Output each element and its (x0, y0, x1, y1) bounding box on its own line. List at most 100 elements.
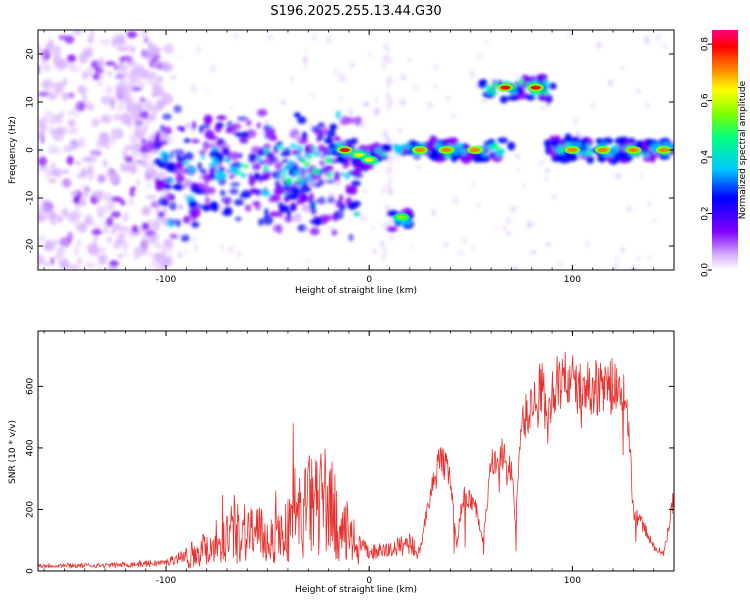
noise-blob (87, 102, 95, 111)
noise-blob (147, 251, 155, 258)
band-halo (499, 95, 508, 104)
noise-blob (114, 73, 123, 80)
noise-blob (148, 70, 157, 79)
signal-blob (161, 199, 169, 207)
band-halo (487, 138, 496, 146)
noise-blob (130, 46, 136, 53)
band-body (495, 151, 502, 158)
noise-blob (122, 164, 133, 171)
signal-blob (233, 199, 245, 206)
signal-core (223, 157, 231, 162)
signal-core (277, 173, 282, 178)
signal-core (211, 146, 218, 151)
band-halo (381, 143, 390, 149)
snr-ytick-label: 200 (26, 501, 36, 518)
signal-blob (256, 108, 268, 117)
signal-blob (346, 185, 357, 191)
noise-blob (161, 62, 174, 73)
signal-blob (185, 151, 194, 161)
noise-blob (80, 198, 87, 207)
noise-blob (63, 145, 75, 153)
snr-frame (37, 330, 675, 572)
signal-blob (228, 174, 234, 180)
noise-blob (476, 54, 483, 59)
signal-blob (251, 163, 261, 171)
signal-blob (317, 144, 327, 153)
noise-blob (111, 37, 117, 48)
signal-blob (248, 153, 257, 163)
signal-blob (222, 146, 229, 151)
noise-blob (228, 246, 234, 253)
signal-blob (167, 161, 176, 171)
colorbar-axes: 0.0 0.2 0.4 0.6 0.8 (701, 37, 712, 277)
band-body (459, 149, 468, 155)
signal-blob (237, 116, 248, 122)
band-halo (507, 94, 519, 101)
signal-blob (163, 184, 173, 190)
snr-axes: -100 0 100 0 200 400 600 (26, 331, 675, 586)
noise-streak (381, 185, 386, 194)
signal-blob (176, 126, 185, 131)
noise-blob (73, 245, 80, 256)
noise-blob (54, 254, 62, 260)
noise-blob (615, 173, 622, 180)
band-body (454, 142, 463, 150)
noise-blob (42, 64, 52, 72)
band-body (380, 152, 387, 157)
noise-blob (613, 262, 617, 270)
signal-core (264, 147, 270, 154)
noise-streak (381, 61, 386, 70)
band-halo (378, 154, 389, 161)
signal-blob (209, 151, 221, 160)
signal-blob (190, 221, 200, 228)
noise-blob (57, 80, 62, 93)
snr-line (38, 351, 674, 569)
band-body (543, 89, 550, 96)
snr-ylabel: SNR (10 * v/v) (8, 420, 18, 484)
noise-blob (119, 35, 125, 43)
noise-blob (100, 247, 106, 252)
noise-streak (385, 136, 390, 145)
noise-blob (75, 101, 81, 111)
band-halo (680, 140, 689, 147)
signal-blob (182, 215, 191, 224)
signal-blob (284, 215, 293, 223)
noise-blob (113, 113, 122, 122)
noise-blob (365, 101, 370, 107)
noise-blob (144, 174, 151, 180)
noise-blob (131, 186, 137, 191)
signal-blob (353, 212, 361, 217)
noise-blob (121, 120, 133, 125)
noise-blob (117, 232, 126, 238)
signal-core (311, 168, 321, 175)
spectrogram-xtick-label: 100 (564, 275, 581, 285)
noise-blob (134, 159, 145, 165)
signal-blob (202, 141, 210, 151)
noise-blob (80, 190, 88, 198)
noise-blob (443, 241, 450, 248)
band-body (495, 148, 503, 153)
signal-core (312, 151, 321, 157)
noise-blob (481, 99, 488, 103)
noise-blob (107, 136, 116, 146)
band-body (543, 79, 549, 84)
peak-core (597, 148, 608, 152)
peak-core (339, 148, 350, 152)
noise-blob (607, 79, 614, 86)
noise-blob (400, 73, 407, 81)
signal-blob (199, 125, 204, 134)
signal-blob (160, 124, 165, 132)
noise-blob (63, 92, 69, 101)
band-body (482, 152, 488, 157)
signal-core (236, 170, 242, 176)
signal-blob (280, 175, 286, 181)
noise-blob (398, 127, 403, 135)
noise-blob (210, 64, 216, 74)
signal-blob (290, 203, 297, 212)
noise-blob (58, 34, 67, 41)
noise-blob (132, 116, 143, 122)
signal-blob (181, 168, 189, 175)
noise-blob (97, 173, 107, 182)
noise-blob (66, 155, 74, 166)
